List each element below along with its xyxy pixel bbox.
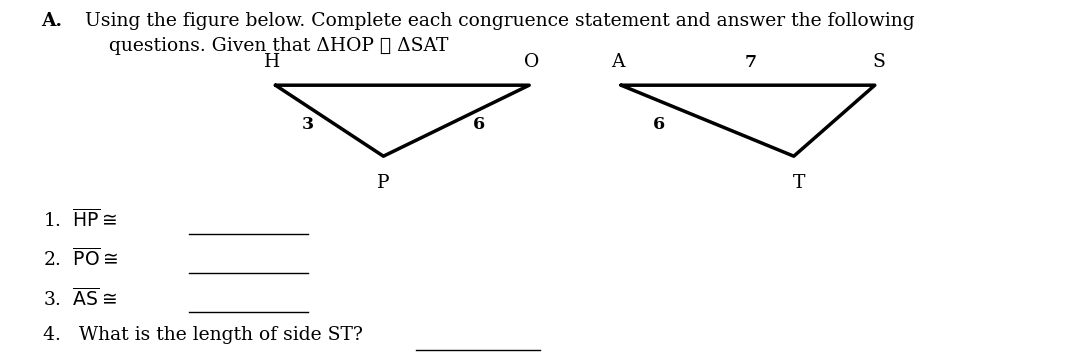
Text: 2.  $\overline{\mathrm{PO}}\cong$: 2. $\overline{\mathrm{PO}}\cong$ bbox=[43, 248, 119, 271]
Text: 6: 6 bbox=[472, 116, 485, 133]
Text: 3.  $\overline{\mathrm{AS}}\cong$: 3. $\overline{\mathrm{AS}}\cong$ bbox=[43, 287, 117, 310]
Text: 4.   What is the length of side ST?: 4. What is the length of side ST? bbox=[43, 327, 363, 344]
Text: T: T bbox=[793, 174, 806, 192]
Text: O: O bbox=[524, 53, 539, 71]
Text: 3: 3 bbox=[301, 116, 314, 133]
Text: 6: 6 bbox=[652, 116, 665, 133]
Text: S: S bbox=[873, 53, 886, 71]
Text: Using the figure below. Complete each congruence statement and answer the follow: Using the figure below. Complete each co… bbox=[73, 12, 915, 55]
Text: 1.  $\overline{\mathrm{HP}}\cong$: 1. $\overline{\mathrm{HP}}\cong$ bbox=[43, 209, 118, 231]
Text: A.: A. bbox=[41, 12, 62, 31]
Text: 7: 7 bbox=[744, 54, 757, 71]
Text: P: P bbox=[377, 174, 390, 192]
Text: H: H bbox=[264, 53, 281, 71]
Text: A: A bbox=[611, 53, 624, 71]
